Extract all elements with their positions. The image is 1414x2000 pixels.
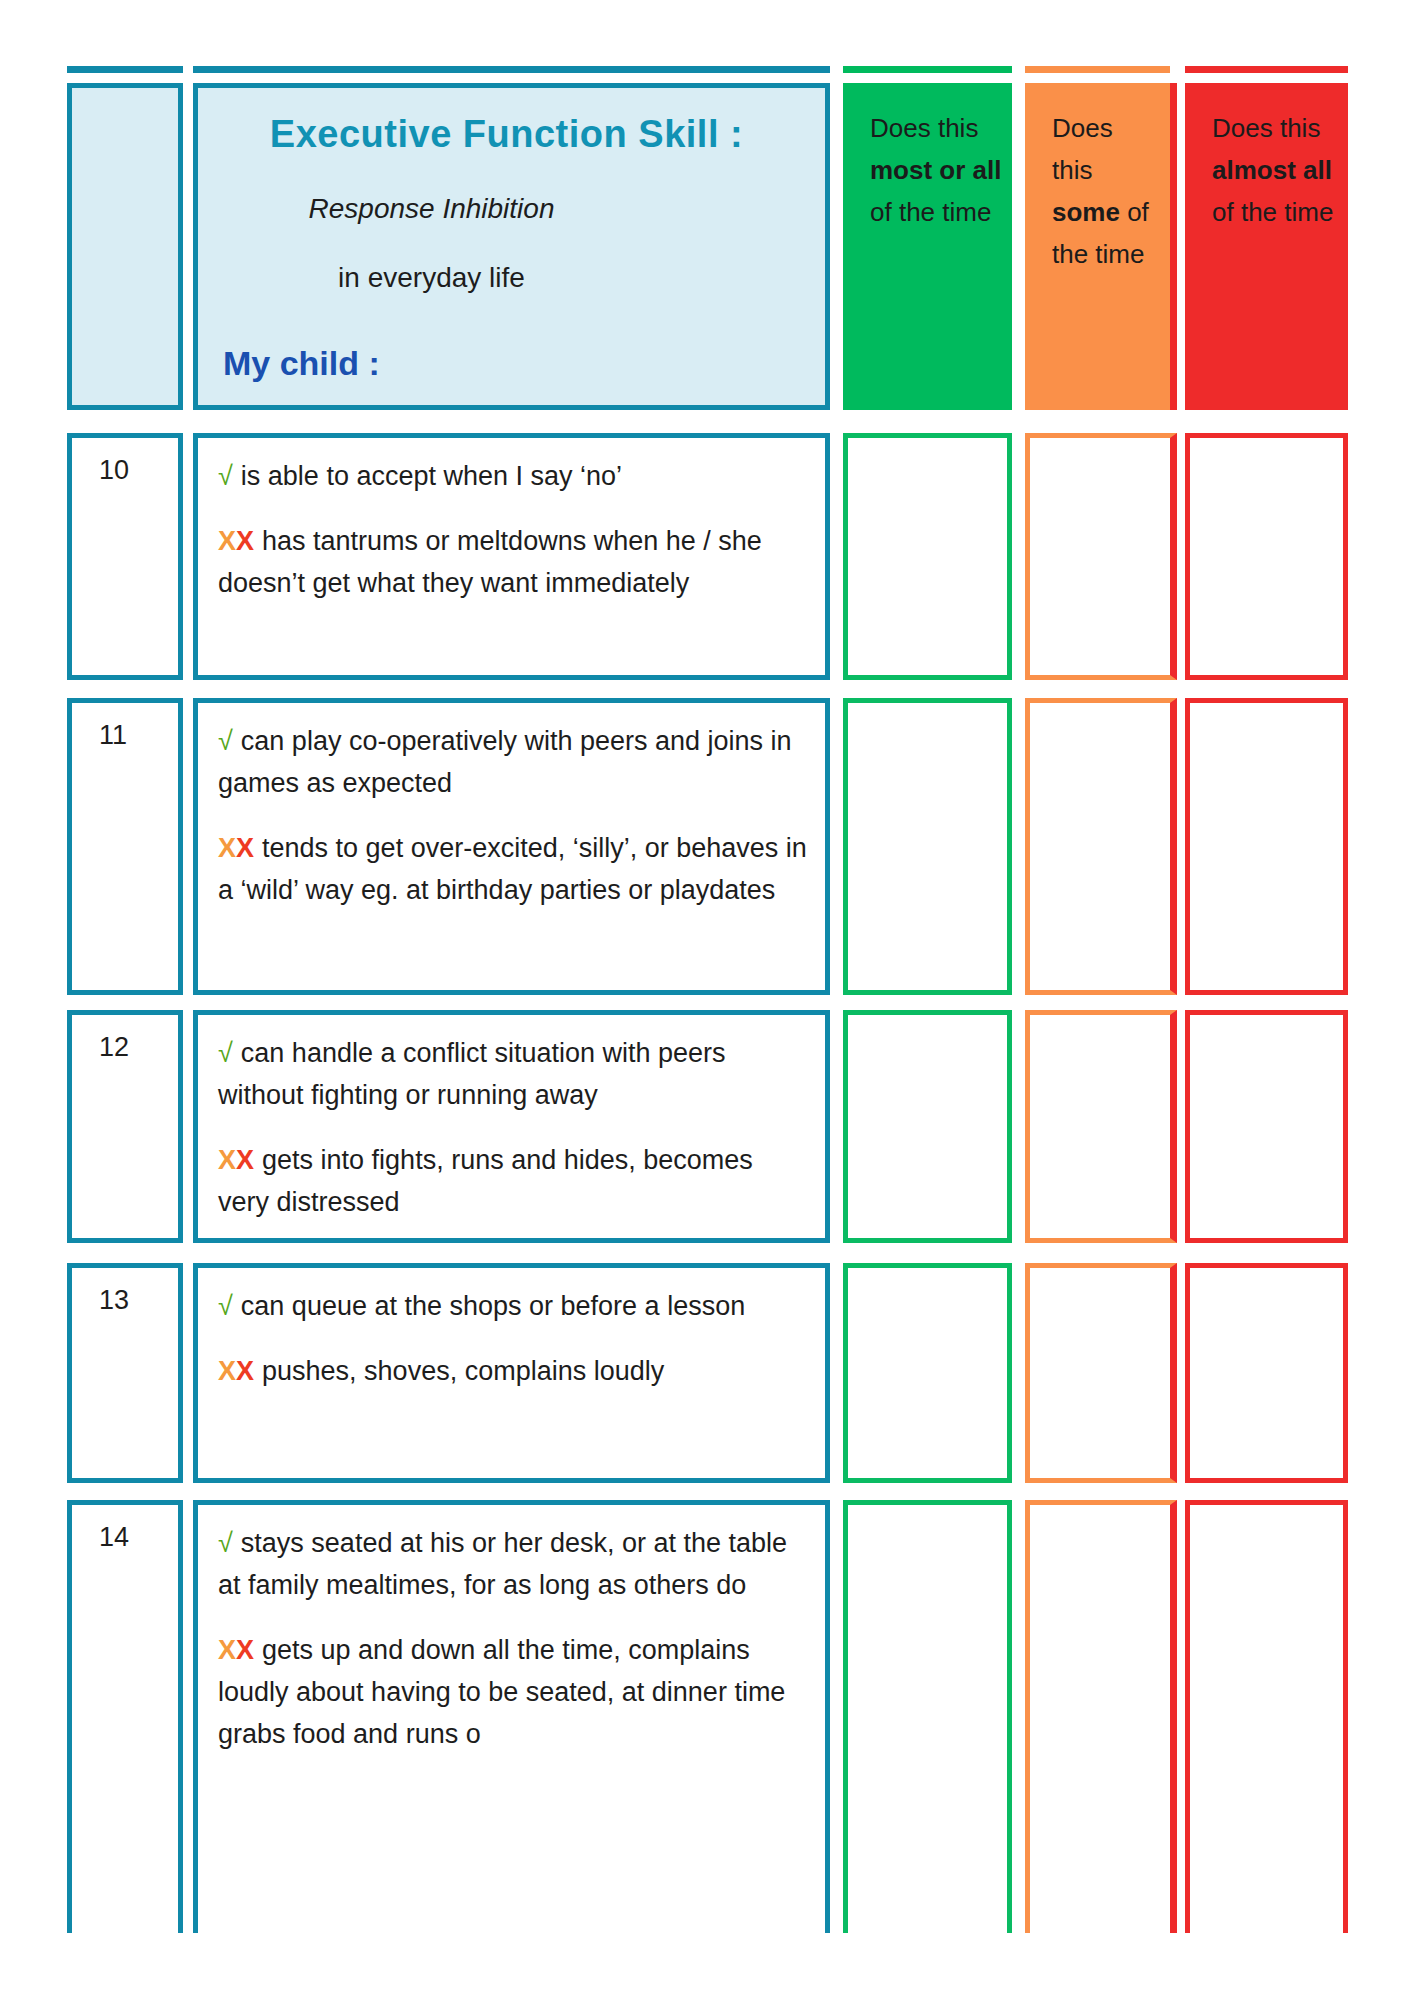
top-bar-some-column [1025, 66, 1170, 73]
answer-box-almost-all[interactable] [1185, 1263, 1348, 1483]
column-header-some: Does this some of the time [1025, 83, 1177, 410]
row-number: 11 [99, 720, 127, 750]
answer-box-most-or-all[interactable] [843, 1263, 1012, 1483]
answer-box-almost-all[interactable] [1185, 1500, 1348, 1933]
check-icon: √ [218, 726, 233, 756]
answer-box-almost-all[interactable] [1185, 1010, 1348, 1243]
cross-icon: X [236, 526, 254, 556]
row-number-cell: 13 [67, 1263, 183, 1483]
row-description-cell: √can handle a conflict situation with pe… [193, 1010, 830, 1243]
cross-icon: X [218, 526, 236, 556]
answer-box-some[interactable] [1025, 1500, 1177, 1933]
cross-icon: X [218, 1356, 236, 1386]
column-header-text: Does this [1212, 113, 1320, 143]
answer-box-most-or-all[interactable] [843, 1010, 1012, 1243]
top-bar-number-column [67, 66, 183, 73]
skill-name: Response Inhibition [208, 193, 655, 225]
cross-icon: X [218, 833, 236, 863]
negative-behaviour: XXgets up and down all the time, complai… [218, 1629, 807, 1755]
column-header-bold: some [1052, 197, 1120, 227]
answer-box-some[interactable] [1025, 698, 1177, 995]
column-header-almost-all: Does this almost all of the time [1185, 83, 1348, 410]
row-number: 14 [99, 1522, 129, 1552]
row-number-cell: 11 [67, 698, 183, 995]
cross-icon: X [236, 833, 254, 863]
cross-icon: X [236, 1356, 254, 1386]
negative-behaviour: XXhas tantrums or meltdowns when he / sh… [218, 520, 807, 604]
answer-box-almost-all[interactable] [1185, 698, 1348, 995]
negative-behaviour: XXtends to get over-excited, ‘silly’, or… [218, 827, 807, 911]
check-icon: √ [218, 1038, 233, 1068]
answer-box-some[interactable] [1025, 1010, 1177, 1243]
check-icon: √ [218, 1291, 233, 1321]
positive-behaviour: √is able to accept when I say ‘no’ [218, 455, 807, 497]
row-number-cell: 14 [67, 1500, 183, 1933]
questionnaire-page: Executive Function Skill : Response Inhi… [0, 0, 1414, 2000]
column-header-text: of the time [870, 197, 991, 227]
answer-box-most-or-all[interactable] [843, 1500, 1012, 1933]
row-number: 10 [99, 455, 129, 485]
answer-box-some[interactable] [1025, 1263, 1177, 1483]
top-bar-description-column [193, 66, 830, 73]
column-header-most-or-all: Does this most or all of the time [843, 83, 1012, 410]
positive-behaviour: √can play co-operatively with peers and … [218, 720, 807, 804]
header-title-cell: Executive Function Skill : Response Inhi… [193, 83, 830, 410]
column-header-text: Does this [870, 113, 978, 143]
row-number-cell: 10 [67, 433, 183, 680]
column-header-bold: almost all [1212, 155, 1332, 185]
check-icon: √ [218, 1528, 233, 1558]
row-number: 13 [99, 1285, 129, 1315]
cross-icon: X [218, 1635, 236, 1665]
top-bar-almost-column [1185, 66, 1348, 73]
page-title: Executive Function Skill : [208, 113, 805, 156]
negative-behaviour: XXpushes, shoves, complains loudly [218, 1350, 807, 1392]
positive-behaviour: √can queue at the shops or before a less… [218, 1285, 807, 1327]
answer-box-most-or-all[interactable] [843, 698, 1012, 995]
cross-icon: X [236, 1635, 254, 1665]
my-child-label: My child : [223, 344, 825, 383]
answer-box-almost-all[interactable] [1185, 433, 1348, 680]
cross-icon: X [236, 1145, 254, 1175]
answer-box-most-or-all[interactable] [843, 433, 1012, 680]
answer-box-some[interactable] [1025, 433, 1177, 680]
row-description-cell: √is able to accept when I say ‘no’ XXhas… [193, 433, 830, 680]
positive-behaviour: √stays seated at his or her desk, or at … [218, 1522, 807, 1606]
check-icon: √ [218, 461, 233, 491]
row-number-cell: 12 [67, 1010, 183, 1243]
column-header-text: of the time [1212, 197, 1333, 227]
row-number: 12 [99, 1032, 129, 1062]
row-description-cell: √can play co-operatively with peers and … [193, 698, 830, 995]
negative-behaviour: XXgets into fights, runs and hides, beco… [218, 1139, 807, 1223]
top-bar-most-column [843, 66, 1012, 73]
cross-icon: X [218, 1145, 236, 1175]
skill-context: in everyday life [208, 262, 655, 294]
column-header-bold: most or all [870, 155, 1001, 185]
header-number-cell [67, 83, 183, 410]
positive-behaviour: √can handle a conflict situation with pe… [218, 1032, 807, 1116]
row-description-cell: √can queue at the shops or before a less… [193, 1263, 830, 1483]
column-header-text: Does this [1052, 113, 1113, 185]
row-description-cell: √stays seated at his or her desk, or at … [193, 1500, 830, 1933]
